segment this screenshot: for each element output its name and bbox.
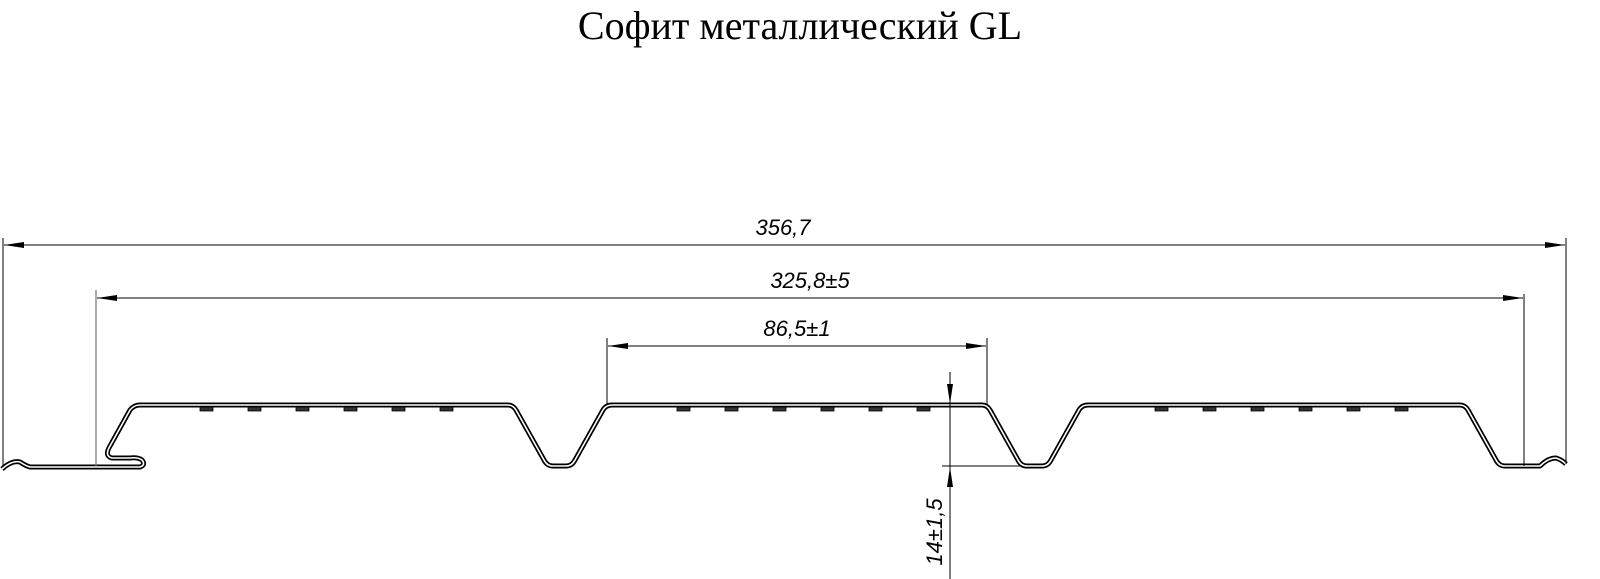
perforation-slot [916,406,931,412]
dimension-rib-pitch: 86,5±1 [763,316,830,341]
perforation-slot [724,406,739,412]
perforation-slot [247,406,262,412]
dimension-overall-width: 356,7 [755,215,811,240]
perforation-slot [1298,406,1313,412]
perforation-slot [439,406,454,412]
perforation-slot [1250,406,1265,412]
perforation-slot [676,406,691,412]
perforation-slot [1394,406,1409,412]
dimension-profile-height: 14±1,5 [922,498,947,566]
perforation-slot [343,406,358,412]
perforation-slot [868,406,883,412]
perforation-slot [295,406,310,412]
perforation-slot [391,406,406,412]
profile-outline [0,402,1568,471]
perforation-slot [1346,406,1361,412]
perforation-slot [820,406,835,412]
perforation-slot [772,406,787,412]
drawing-title: Софит металлический GL [577,3,1023,48]
perforation-slot [199,406,214,412]
perforation-slot [1202,406,1217,412]
perforation-slot [1154,406,1169,412]
dimension-working-width: 325,8±5 [770,268,850,293]
